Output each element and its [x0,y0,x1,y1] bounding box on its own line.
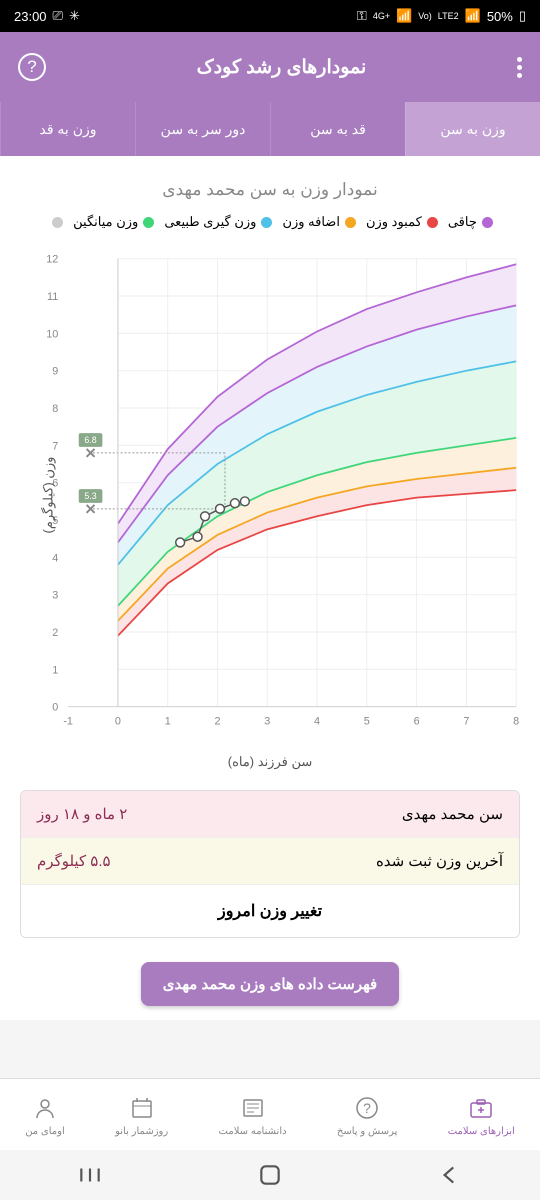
chart-legend: چاقی کمبود وزن اضافه وزن وزن گیری طبیعی وزن … [14,214,526,230]
svg-text:4: 4 [314,715,320,727]
y-axis-label: وزن (کیلوگرم) [40,457,56,534]
legend-dot-icon [482,217,493,228]
chart: وزن (کیلوگرم) 0123456789101112-101234567… [14,240,526,750]
news-icon [238,1093,268,1123]
nav-item[interactable]: روزشمار بانو [115,1093,168,1137]
content: نمودار وزن به سن محمد مهدی چاقی کمبود وزن… [0,156,540,1020]
tab[interactable]: دور سر به سن [135,102,270,156]
svg-text:11: 11 [47,291,58,303]
vpn-icon: ⚿ [357,8,367,24]
svg-text:9: 9 [52,366,58,378]
svg-text:2: 2 [52,627,58,639]
svg-text:3: 3 [52,590,58,602]
nav-label: دانشنامه سلامت [219,1126,287,1137]
legend-item: وزن گیری طبیعی [164,214,272,230]
legend-label: کمبود وزن [366,214,422,230]
legend-label: وزن گیری طبیعی [164,214,256,230]
status-time: 23:00 [14,9,47,24]
age-label: سن محمد مهدی [402,805,503,823]
nav-item[interactable]: دانشنامه سلامت [219,1093,287,1137]
age-value: ۲ ماه و ۱۸ روز [37,805,127,823]
net-icon: 4G+ [373,11,390,21]
signal-icon: 📶 [396,8,412,24]
tab[interactable]: قد به سن [270,102,405,156]
recent-apps-icon[interactable] [77,1162,103,1188]
x-axis-label: سن فرزند (ماه) [14,754,526,770]
legend-label: وزن میانگین [73,214,138,230]
chart-svg: 0123456789101112-10123456786.85.3 [14,240,526,750]
svg-text:?: ? [363,1100,371,1116]
system-nav [0,1150,540,1200]
svg-text:10: 10 [46,328,58,340]
change-weight-button[interactable]: تغییر وزن امروز [21,884,519,937]
help-icon[interactable]: ? [18,53,46,81]
legend-dot-icon [345,217,356,228]
weight-value: ۵.۵ کیلوگرم [37,852,111,870]
legend-dot-icon [261,217,272,228]
tab[interactable]: وزن به سن [405,102,540,156]
info-row-weight: آخرین وزن ثبت شده ۵.۵ کیلوگرم [21,837,519,884]
legend-item: وزن میانگین [73,214,154,230]
bottom-nav: ابزارهای سلامت? پرسش و پاسخ دانشنامه سلامت… [0,1078,540,1150]
svg-text:8: 8 [513,715,519,727]
page-title: نمودارهای رشد کودک [46,56,517,79]
net-icon: LTE2 [438,11,459,21]
legend-dot-icon [52,217,63,228]
legend-label: چاقی [448,214,477,230]
info-row-age: سن محمد مهدی ۲ ماه و ۱۸ روز [21,791,519,837]
svg-text:-1: -1 [63,715,73,727]
svg-text:3: 3 [264,715,270,727]
status-icon: ⎚ [53,8,63,24]
data-list-button[interactable]: فهرست داده های وزن محمد مهدی [141,962,399,1006]
svg-text:6.8: 6.8 [84,435,96,445]
svg-text:0: 0 [52,702,58,714]
svg-text:7: 7 [52,440,58,452]
legend-item: اضافه وزن [282,214,356,230]
nav-label: روزشمار بانو [115,1126,168,1137]
battery-icon: ▯ [519,8,526,24]
svg-text:4: 4 [52,552,58,564]
legend-dot-icon [427,217,438,228]
legend-item [47,214,63,230]
svg-text:2: 2 [214,715,220,727]
svg-text:1: 1 [52,664,58,676]
nav-item[interactable]: اومای من [25,1093,65,1137]
svg-text:5: 5 [364,715,370,727]
signal-icon: 📶 [465,8,481,24]
svg-text:1: 1 [165,715,171,727]
weight-label: آخرین وزن ثبت شده [376,852,503,870]
nav-label: پرسش و پاسخ [337,1126,397,1137]
nav-item[interactable]: ? پرسش و پاسخ [337,1093,397,1137]
home-icon[interactable] [257,1162,283,1188]
svg-text:7: 7 [463,715,469,727]
net-icon: Vo) [418,11,432,21]
kit-icon [466,1093,496,1123]
app-header: نمودارهای رشد کودک ? [0,32,540,102]
nav-label: ابزارهای سلامت [448,1126,515,1137]
nav-item[interactable]: ابزارهای سلامت [448,1093,515,1137]
legend-item: کمبود وزن [366,214,438,230]
status-icon: ✳ [69,8,80,24]
tabs: وزن به سنقد به سندور سر به سنوزن به قد [0,102,540,156]
svg-text:12: 12 [46,254,58,266]
legend-label: اضافه وزن [282,214,340,230]
menu-icon[interactable] [517,57,522,78]
info-card: سن محمد مهدی ۲ ماه و ۱۸ روز آخرین وزن ثب… [20,790,520,938]
svg-text:6: 6 [414,715,420,727]
user-icon [30,1093,60,1123]
tab[interactable]: وزن به قد [0,102,135,156]
cal-icon [127,1093,157,1123]
status-bar: 23:00 ⎚ ✳ ⚿ 4G+ 📶 Vo) LTE2 📶 50% ▯ [0,0,540,32]
svg-text:0: 0 [115,715,121,727]
svg-text:8: 8 [52,403,58,415]
back-icon[interactable] [437,1162,463,1188]
legend-item: چاقی [448,214,493,230]
chart-title: نمودار وزن به سن محمد مهدی [14,180,526,200]
nav-label: اومای من [25,1126,65,1137]
qa-icon: ? [352,1093,382,1123]
svg-text:5.3: 5.3 [84,491,96,501]
battery-pct: 50% [487,9,513,24]
legend-dot-icon [143,217,154,228]
